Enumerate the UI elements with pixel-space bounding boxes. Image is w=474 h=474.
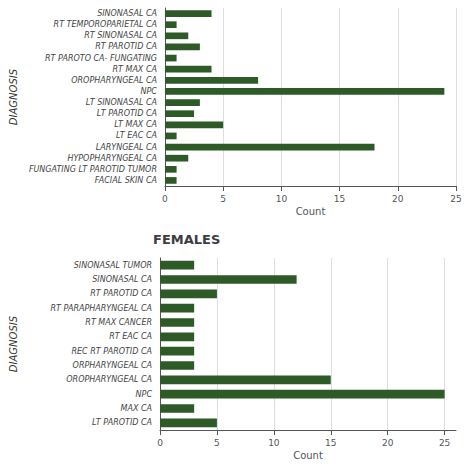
svg-text:RT PAROTO CA- FUNGATING: RT PAROTO CA- FUNGATING bbox=[45, 54, 157, 63]
svg-text:25: 25 bbox=[439, 438, 450, 448]
svg-text:25: 25 bbox=[450, 194, 461, 204]
svg-text:10: 10 bbox=[268, 438, 280, 448]
svg-text:LT PAROTID CA: LT PAROTID CA bbox=[97, 109, 157, 118]
svg-text:OROPHARYNGEAL CA: OROPHARYNGEAL CA bbox=[71, 76, 157, 85]
svg-text:NPC: NPC bbox=[141, 87, 158, 96]
svg-text:DIAGNOSIS: DIAGNOSIS bbox=[8, 315, 19, 372]
svg-text:5: 5 bbox=[220, 194, 226, 204]
svg-text:SINONASAL TUMOR: SINONASAL TUMOR bbox=[74, 261, 152, 270]
svg-text:FUNGATING LT PAROTID TUMOR: FUNGATING LT PAROTID TUMOR bbox=[29, 165, 157, 174]
svg-text:Count: Count bbox=[293, 450, 323, 461]
svg-text:RT EAC CA: RT EAC CA bbox=[109, 332, 152, 341]
svg-text:REC RT PAROTID CA: REC RT PAROTID CA bbox=[72, 347, 153, 356]
svg-text:RT SINONASAL CA: RT SINONASAL CA bbox=[84, 31, 157, 40]
svg-text:RT PARAPHARYNGEAL CA: RT PARAPHARYNGEAL CA bbox=[51, 304, 152, 313]
svg-text:RT MAX CA: RT MAX CA bbox=[112, 65, 156, 74]
svg-text:20: 20 bbox=[382, 438, 394, 448]
svg-text:SINONASAL CA: SINONASAL CA bbox=[97, 9, 157, 18]
svg-text:5: 5 bbox=[214, 438, 220, 448]
svg-text:RT TEMPOROPARIETAL CA: RT TEMPOROPARIETAL CA bbox=[54, 20, 157, 29]
svg-text:0: 0 bbox=[162, 194, 168, 204]
svg-text:15: 15 bbox=[334, 194, 345, 204]
svg-text:NPC: NPC bbox=[136, 390, 153, 399]
svg-text:ORPHARYNGEAL CA: ORPHARYNGEAL CA bbox=[73, 361, 152, 370]
svg-text:HYPOPHARYNGEAL CA: HYPOPHARYNGEAL CA bbox=[67, 154, 157, 163]
svg-text:LARYNGEAL CA: LARYNGEAL CA bbox=[96, 143, 157, 152]
svg-text:MAX CA: MAX CA bbox=[121, 404, 152, 413]
svg-text:DIAGNOSIS: DIAGNOSIS bbox=[8, 68, 19, 125]
svg-text:10: 10 bbox=[276, 194, 288, 204]
svg-text:LT EAC CA: LT EAC CA bbox=[116, 131, 157, 140]
svg-text:LT PAROTID CA: LT PAROTID CA bbox=[92, 418, 152, 427]
svg-text:15: 15 bbox=[325, 438, 336, 448]
svg-text:SINONASAL CA: SINONASAL CA bbox=[92, 275, 152, 284]
svg-text:RT PAROTID CA: RT PAROTID CA bbox=[95, 42, 157, 51]
svg-text:RT PAROTID CA: RT PAROTID CA bbox=[90, 289, 152, 298]
svg-text:20: 20 bbox=[392, 194, 404, 204]
svg-text:LT MAX CA: LT MAX CA bbox=[114, 120, 157, 129]
svg-text:FEMALES: FEMALES bbox=[153, 232, 220, 247]
svg-text:0: 0 bbox=[157, 438, 163, 448]
svg-text:FACIAL SKIN CA: FACIAL SKIN CA bbox=[95, 176, 157, 185]
svg-text:RT MAX CANCER: RT MAX CANCER bbox=[85, 318, 152, 327]
svg-text:LT SINONASAL CA: LT SINONASAL CA bbox=[86, 98, 157, 107]
svg-text:OROPHARYNGEAL CA: OROPHARYNGEAL CA bbox=[66, 375, 152, 384]
svg-text:Count: Count bbox=[296, 206, 326, 217]
